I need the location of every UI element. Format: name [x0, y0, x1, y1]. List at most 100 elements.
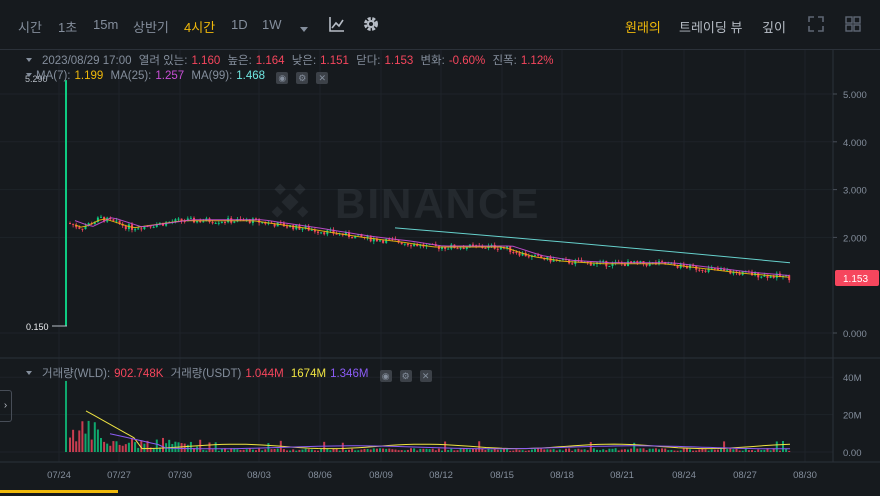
high-value: 1.164: [255, 55, 285, 67]
candle: [766, 274, 769, 278]
moving-average-lines: [74, 217, 791, 450]
close-icon[interactable]: ✕: [316, 72, 329, 84]
candle: [413, 244, 416, 247]
volume-bar: [636, 448, 639, 452]
view-depth[interactable]: 깊이: [762, 20, 786, 35]
candle: [506, 246, 509, 248]
collapse-caret-icon[interactable]: [26, 72, 32, 77]
volume-bar: [453, 450, 456, 452]
volume-bar: [233, 448, 236, 452]
volume-bars: [65, 380, 791, 452]
candle: [174, 219, 177, 222]
volume-bar: [571, 450, 574, 452]
volume-bar: [208, 442, 211, 452]
candle: [100, 216, 102, 218]
ohlc-info-line: 2023/08/29 17:00 열려 있는: 1.160 높은: 1.164 낮은…: [0, 52, 557, 68]
interval-time[interactable]: 시간: [18, 20, 42, 35]
candle: [670, 262, 673, 264]
volume-bar: [394, 449, 397, 452]
volume-bar: [515, 449, 518, 452]
volume-bar: [441, 450, 443, 452]
volume-bar: [673, 450, 676, 452]
volume-bar: [707, 450, 710, 452]
candle: [490, 244, 493, 246]
volume-bar: [788, 450, 791, 452]
candle: [518, 253, 521, 256]
time-tick-label: 08/03: [247, 470, 271, 481]
volume-bar: [701, 448, 704, 452]
volume-bar: [785, 448, 788, 452]
ma7-line: [74, 218, 790, 278]
view-original[interactable]: 원래의: [625, 20, 661, 35]
binance-watermark: BINANCE: [271, 180, 538, 227]
volume-bar: [115, 441, 118, 452]
volume-bar: [258, 448, 261, 452]
volume-bar: [124, 444, 127, 452]
candle: [326, 230, 329, 235]
interval-1w[interactable]: 1W: [262, 17, 282, 32]
volume-bar: [400, 450, 403, 452]
candle: [310, 229, 313, 231]
volume-bar: [496, 449, 499, 452]
layout-button[interactable]: [845, 16, 861, 35]
gear-icon[interactable]: ⚙: [399, 370, 412, 382]
interval-half[interactable]: 상반기: [133, 20, 169, 35]
view-tradingview[interactable]: 트레이딩 뷰: [679, 20, 743, 35]
collapse-caret-icon[interactable]: [26, 370, 32, 375]
volume-bar: [168, 439, 171, 452]
volume-bar: [282, 449, 285, 452]
eye-icon[interactable]: ◉: [276, 72, 289, 84]
scroll-indicator[interactable]: [0, 490, 118, 493]
volume-bar: [738, 450, 741, 452]
interval-1s[interactable]: 1초: [58, 20, 78, 35]
volume-bar: [230, 448, 233, 452]
volume-bar: [617, 450, 620, 452]
volume-bar: [338, 450, 341, 452]
volume-usdt-value: 1.044M: [245, 368, 284, 380]
volume-ma-a-line: [85, 410, 791, 450]
interval-15m[interactable]: 15m: [93, 17, 119, 32]
candle: [571, 263, 574, 265]
volume-bar: [307, 449, 310, 452]
interval-4h[interactable]: 4시간: [184, 20, 216, 35]
volume-bar: [726, 449, 729, 452]
candle: [354, 235, 357, 239]
volume-bar: [87, 420, 90, 452]
candle: [81, 228, 84, 230]
volume-bar: [596, 449, 598, 452]
eye-icon[interactable]: ◉: [379, 370, 392, 382]
gear-icon[interactable]: ⚙: [296, 72, 309, 84]
volume-bar: [78, 430, 81, 452]
volume-bar: [437, 448, 440, 452]
candle: [351, 236, 354, 239]
candle: [69, 223, 71, 225]
volume-bar: [462, 448, 465, 452]
volume-bar: [131, 438, 133, 452]
fullscreen-button[interactable]: [808, 16, 824, 35]
volume-bar: [140, 440, 143, 452]
more-intervals-dropdown[interactable]: [300, 21, 308, 36]
volume-wld-value: 902.748K: [114, 368, 164, 380]
volume-bar: [751, 450, 753, 452]
close-icon[interactable]: ✕: [419, 370, 432, 382]
candle: [701, 269, 704, 271]
settings-button[interactable]: [362, 15, 380, 36]
volume-tick-label: 0.00: [843, 448, 862, 459]
candle: [465, 247, 468, 249]
volume-tick-label: 40M: [843, 373, 862, 384]
interval-1d[interactable]: 1D: [231, 17, 248, 32]
volume-bar: [704, 449, 707, 452]
candle: [258, 219, 261, 223]
volume-bar: [103, 441, 106, 452]
volume-bar: [90, 439, 93, 452]
volume-bar: [524, 450, 527, 452]
candle: [78, 227, 81, 229]
volume-bar: [574, 449, 577, 452]
side-panel-toggle[interactable]: ›: [0, 390, 12, 422]
indicators-button[interactable]: [328, 15, 346, 36]
candle: [155, 224, 158, 227]
candle: [410, 245, 412, 247]
volume-bar: [146, 440, 149, 452]
collapse-caret-icon[interactable]: [26, 57, 32, 62]
